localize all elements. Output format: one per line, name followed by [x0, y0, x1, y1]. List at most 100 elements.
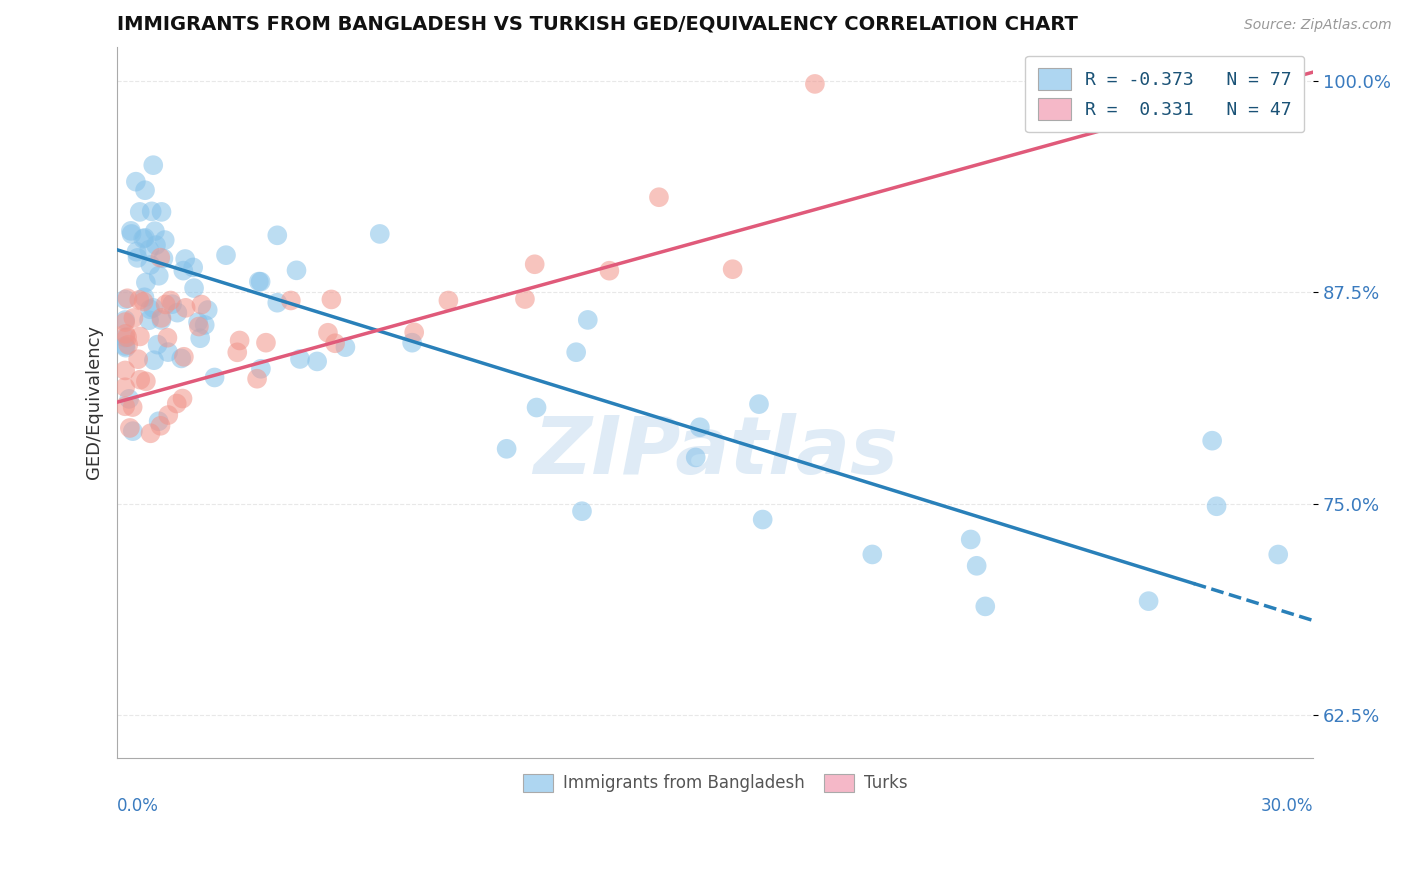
Point [114, 315, 136, 329]
Point [121, 400, 143, 414]
Point [307, 354, 329, 368]
Point [139, 258, 162, 272]
Text: 0.0%: 0.0% [117, 797, 159, 814]
Point [280, 293, 302, 308]
Point [685, 450, 707, 465]
Point [648, 190, 671, 204]
Point [127, 352, 149, 367]
Point [135, 374, 157, 388]
Point [321, 293, 343, 307]
Point [125, 175, 148, 189]
Point [565, 345, 588, 359]
Point [368, 227, 391, 241]
Point [134, 183, 156, 197]
Point [404, 326, 426, 340]
Point [142, 353, 165, 368]
Point [523, 257, 546, 271]
Point [134, 231, 156, 245]
Point [721, 262, 744, 277]
Point [187, 315, 209, 329]
Point [148, 414, 170, 428]
Point [285, 263, 308, 277]
Point [115, 330, 138, 344]
Point [128, 293, 150, 307]
Point [335, 340, 357, 354]
Point [121, 424, 143, 438]
Point [121, 227, 143, 241]
Point [139, 426, 162, 441]
Point [437, 293, 460, 308]
Point [114, 326, 136, 341]
Point [183, 281, 205, 295]
Point [316, 326, 339, 340]
Y-axis label: GED/Equivalency: GED/Equivalency [86, 325, 103, 479]
Point [172, 392, 194, 406]
Point [266, 295, 288, 310]
Point [148, 268, 170, 283]
Point [166, 306, 188, 320]
Point [174, 301, 197, 315]
Point [114, 363, 136, 377]
Text: IMMIGRANTS FROM BANGLADESH VS TURKISH GED/EQUIVALENCY CORRELATION CHART: IMMIGRANTS FROM BANGLADESH VS TURKISH GE… [117, 15, 1078, 34]
Point [114, 341, 136, 355]
Point [150, 313, 173, 327]
Point [959, 533, 981, 547]
Point [250, 361, 273, 376]
Point [576, 313, 599, 327]
Point [571, 504, 593, 518]
Point [288, 351, 311, 366]
Point [401, 335, 423, 350]
Point [138, 313, 160, 327]
Point [689, 420, 711, 434]
Point [146, 337, 169, 351]
Point [513, 292, 536, 306]
Point [249, 275, 271, 289]
Point [172, 263, 194, 277]
Point [135, 276, 157, 290]
Point [155, 297, 177, 311]
Point [966, 558, 988, 573]
Point [125, 244, 148, 259]
Point [526, 401, 548, 415]
Point [1137, 594, 1160, 608]
Point [143, 224, 166, 238]
Point [160, 297, 183, 311]
Point [132, 294, 155, 309]
Point [247, 275, 270, 289]
Point [166, 396, 188, 410]
Text: ZIPatlas: ZIPatlas [533, 413, 898, 491]
Point [114, 380, 136, 394]
Point [159, 293, 181, 308]
Point [141, 204, 163, 219]
Text: 30.0%: 30.0% [1261, 797, 1313, 814]
Point [114, 339, 136, 353]
Point [190, 297, 212, 311]
Point [181, 260, 204, 275]
Point [254, 335, 277, 350]
Point [142, 301, 165, 315]
Point [174, 252, 197, 266]
Point [173, 350, 195, 364]
Legend: Immigrants from Bangladesh, Turks: Immigrants from Bangladesh, Turks [516, 767, 914, 799]
Point [197, 303, 219, 318]
Point [138, 243, 160, 257]
Point [204, 370, 226, 384]
Point [117, 291, 139, 305]
Point [748, 397, 770, 411]
Point [860, 548, 883, 562]
Point [114, 399, 136, 413]
Point [120, 224, 142, 238]
Point [187, 319, 209, 334]
Point [156, 331, 179, 345]
Point [118, 392, 141, 406]
Point [1201, 434, 1223, 448]
Point [804, 77, 827, 91]
Point [114, 313, 136, 327]
Point [157, 345, 180, 359]
Point [129, 329, 152, 343]
Point [1205, 500, 1227, 514]
Point [228, 334, 250, 348]
Point [150, 310, 173, 325]
Point [170, 351, 193, 366]
Point [226, 345, 249, 359]
